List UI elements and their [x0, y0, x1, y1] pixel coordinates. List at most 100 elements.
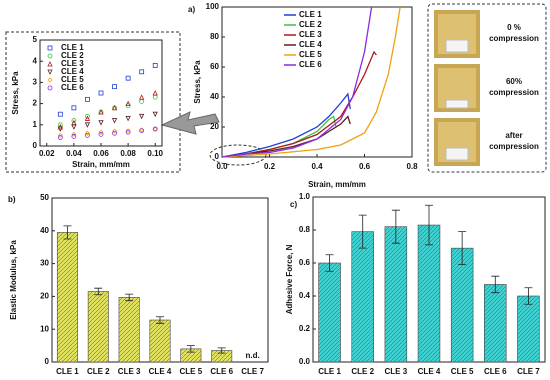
legend-swatch [47, 69, 53, 75]
point [111, 118, 118, 124]
bar [87, 291, 109, 363]
point [152, 63, 158, 68]
inset-frame [5, 31, 181, 173]
y-axis-label: Stress, kPa [11, 71, 20, 115]
y-tick-label: 100 [206, 2, 220, 11]
y-tick-label: 50 [40, 193, 49, 202]
point [111, 128, 118, 134]
error-bar [358, 214, 367, 249]
x-tick-label: 0.0 [216, 162, 228, 171]
legend-label: CLE 4 [61, 67, 84, 76]
point [98, 129, 104, 135]
point [57, 126, 63, 132]
x-tick-label: CLE 1 [318, 367, 341, 376]
point [125, 128, 131, 134]
legend-label: CLE 3 [61, 59, 84, 68]
photo-sample [445, 147, 469, 161]
point [139, 113, 145, 120]
point [152, 94, 158, 100]
photo-caption: compression [489, 34, 539, 43]
x-tick-label: CLE 6 [484, 367, 507, 376]
point [71, 134, 77, 139]
y-tick-label: 5 [33, 35, 38, 44]
legend-swatch [47, 45, 53, 51]
photo-label: 0 % [507, 23, 521, 32]
y-tick-label: 4 [33, 56, 38, 65]
zoom-ellipse [209, 144, 267, 166]
legend-label: CLE 6 [61, 83, 84, 92]
error-bar [491, 275, 500, 294]
legend-label: CLE 2 [299, 20, 322, 29]
x-tick-label: 0.8 [406, 162, 418, 171]
y-axis-label: Elastic Modulus, kPa [9, 240, 18, 320]
point [152, 111, 158, 118]
legend-label: CLE 6 [299, 60, 322, 69]
x-axis-label: Strain, mm/mm [308, 180, 366, 189]
series-line [221, 50, 377, 158]
point [112, 84, 117, 90]
bar [384, 226, 408, 363]
point [111, 104, 118, 111]
x-tick-label: 0.02 [39, 149, 55, 158]
point [71, 124, 77, 130]
x-tick-label: CLE 3 [118, 367, 141, 376]
x-tick-label: CLE 4 [149, 367, 172, 376]
legend-swatch [47, 77, 53, 83]
x-tick-label: 0.6 [359, 162, 371, 171]
point [139, 128, 145, 134]
bar [351, 231, 374, 363]
point [71, 131, 77, 137]
x-tick-label: CLE 3 [385, 367, 408, 376]
y-tick-label: 0 [33, 141, 38, 150]
error-bar [94, 287, 103, 296]
point [84, 122, 91, 128]
x-tick-label: 0.4 [311, 162, 323, 171]
error-bar [63, 225, 72, 240]
x-axis-label: Strain, mm/mm [72, 160, 130, 169]
legend-label: CLE 5 [299, 50, 322, 59]
photo-sample [445, 99, 469, 109]
y-tick-label: 20 [210, 122, 219, 131]
legend-swatch [47, 53, 53, 59]
y-tick-label: 60 [210, 62, 219, 71]
point [84, 130, 91, 136]
series-line [221, 115, 351, 158]
point [125, 116, 131, 122]
y-tick-label: 0.4 [299, 291, 311, 300]
y-tick-label: 1.0 [299, 192, 311, 201]
x-tick-label: 0.04 [66, 149, 82, 158]
bar [484, 284, 507, 363]
point [139, 99, 145, 104]
photo-sample [445, 39, 469, 53]
legend-swatch [47, 61, 53, 67]
point [125, 75, 131, 81]
point [71, 105, 77, 111]
error-bar [458, 231, 467, 266]
y-tick-label: 2 [33, 99, 38, 108]
y-tick-label: 10 [40, 324, 49, 333]
y-tick-label: 30 [40, 259, 49, 268]
y-tick-label: 0 [45, 357, 50, 366]
x-tick-label: CLE 5 [180, 367, 203, 376]
y-tick-label: 40 [40, 226, 49, 235]
x-tick-label: 0.08 [120, 149, 136, 158]
error-bar [217, 347, 226, 354]
y-tick-label: 0.8 [299, 225, 311, 234]
error-bar [125, 293, 134, 302]
y-tick-label: 3 [33, 78, 38, 87]
legend-swatch [47, 85, 53, 91]
point [85, 96, 90, 102]
point [139, 94, 145, 100]
annotation: n.d. [245, 351, 259, 360]
y-tick-label: 0 [215, 152, 220, 161]
point [98, 120, 104, 126]
x-tick-label: CLE 1 [56, 367, 79, 376]
y-tick-label: 0.2 [299, 324, 311, 333]
bar [56, 232, 78, 363]
y-axis-label: Adhesive Force, N [285, 244, 294, 314]
y-tick-label: 80 [210, 32, 219, 41]
bar [118, 297, 140, 363]
point [125, 100, 131, 106]
bar [318, 262, 341, 363]
x-tick-label: CLE 2 [351, 367, 374, 376]
